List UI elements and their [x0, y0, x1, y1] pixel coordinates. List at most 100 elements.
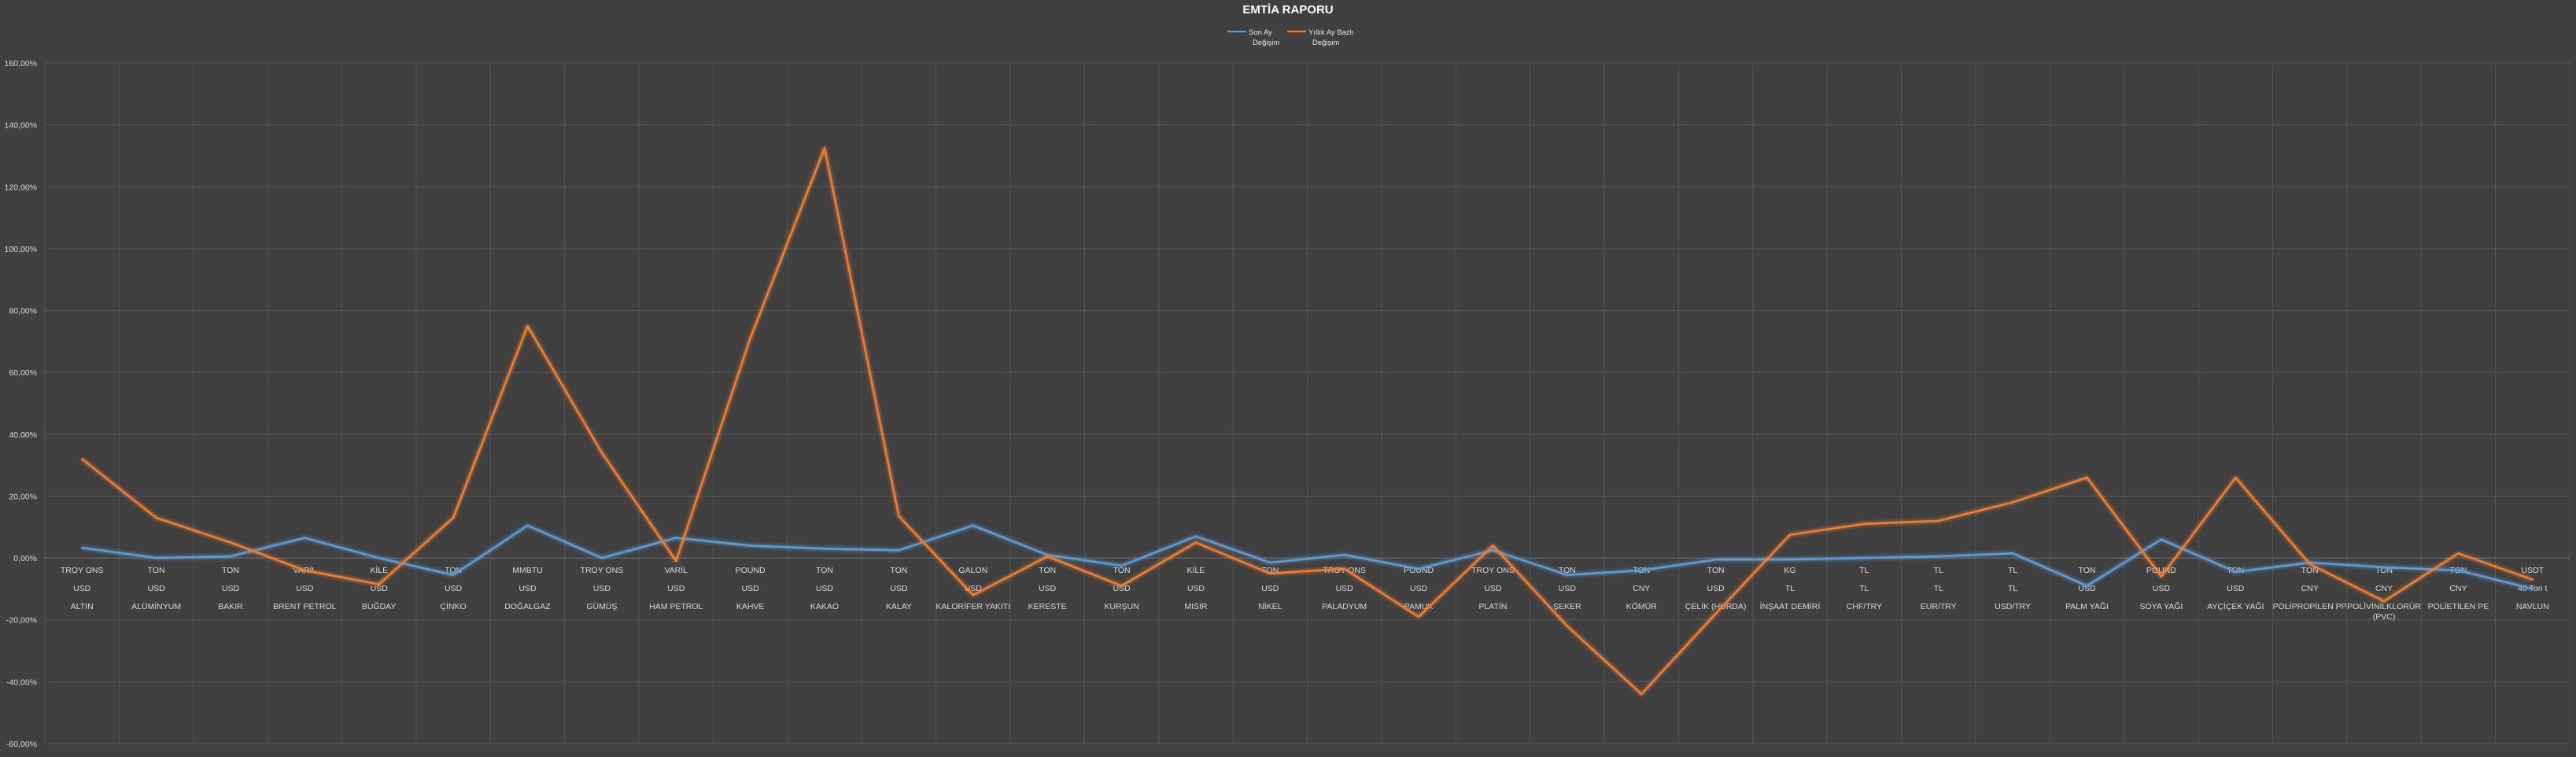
data-point [155, 516, 157, 519]
data-point [2011, 552, 2014, 555]
y-tick-label: -40,00% [6, 678, 37, 687]
category-label: TON USD ALÜMİNYUM [131, 566, 181, 611]
data-point [1640, 569, 1643, 572]
category-label: TON USD ÇELİK (HURDA) [1685, 566, 1747, 611]
category-name-label: GÜMÜŞ [586, 602, 617, 611]
data-point [2235, 571, 2237, 573]
category-currency-label: USD [296, 584, 314, 593]
category-label: TL TL USD/TRY [1995, 566, 2031, 611]
y-tick-label: -60,00% [6, 740, 37, 749]
category-name-label: KALORİFER YAKITI [936, 601, 1010, 611]
category-label: KG TL İNŞAAT DEMİRİ [1760, 566, 1821, 611]
data-point [1788, 534, 1792, 536]
category-currency-label: USD [1261, 584, 1279, 593]
data-point [2308, 563, 2311, 566]
category-unit-label: TON [1113, 566, 1131, 575]
y-axis: 160,00% 140,00% 120,00% 100,00% 80,00% 60,00%… [5, 59, 37, 749]
category-currency-label: USD [222, 584, 240, 593]
data-point [80, 546, 83, 549]
category-unit-label: GALON [958, 566, 987, 575]
category-currency-label: USD [1410, 584, 1428, 593]
data-point [378, 583, 380, 585]
category-label: TROY ONS USD PLATİN [1471, 566, 1515, 611]
category-currency-label: CNY [2301, 584, 2319, 593]
category-label: TON USD PALM YAĞI [2065, 566, 2109, 611]
data-point [675, 559, 677, 563]
category-unit-label: TON [1039, 566, 1056, 575]
y-tick-label: 20,00% [9, 492, 37, 501]
data-point [1417, 567, 1420, 571]
category-currency-label: USD [593, 584, 611, 593]
category-label: TROY ONS USD ALTIN [61, 566, 104, 611]
data-point [1863, 523, 1866, 526]
category-unit-label: USDT [2522, 566, 2545, 575]
category-name-label: KAKAO [810, 602, 839, 611]
y-tick-label: 100,00% [5, 245, 37, 254]
data-point [972, 524, 974, 527]
category-currency-label: CNY [1633, 584, 1650, 593]
category-unit-label: TROY ONS [1323, 566, 1366, 575]
category-label: TON USD KALAY [886, 566, 912, 611]
data-point [675, 537, 677, 539]
category-label: KİLE USD BUĞDAY [362, 565, 397, 611]
category-name-label: CHF/TRY [1847, 602, 1882, 611]
data-point [2457, 569, 2460, 572]
data-point [1714, 558, 1717, 561]
category-currency-label: USD [1336, 584, 1354, 593]
category-currency-label: USD [371, 584, 389, 593]
category-name-label: BRENT PETROL [273, 602, 336, 611]
category-name-label: KURŞUN [1104, 602, 1139, 611]
category-unit-label: TL [1859, 566, 1869, 575]
category-label: TON USD KURŞUN [1104, 566, 1139, 611]
data-point [2160, 575, 2163, 578]
data-point [2382, 600, 2386, 603]
category-unit-label: TON [222, 566, 239, 575]
data-point [80, 458, 83, 460]
data-point [898, 549, 900, 552]
data-point [1194, 535, 1198, 537]
category-name-label: ALÜMİNYUM [131, 601, 181, 611]
category-currency-label: USD [1707, 584, 1725, 593]
data-point [2382, 566, 2386, 569]
data-point [1417, 615, 1420, 618]
data-point [1046, 553, 1049, 556]
data-point [1492, 545, 1494, 547]
category-label: TON CNY POLİPROPİLEN PP [2273, 566, 2347, 611]
y-tick-label: 60,00% [9, 368, 37, 378]
category-currency-label: USD [1113, 584, 1131, 593]
data-point [823, 548, 826, 550]
category-name-label: BAKIR [218, 602, 243, 611]
data-point [2531, 588, 2534, 590]
category-name-label: HAM PETROL [649, 602, 703, 611]
data-point [304, 537, 306, 539]
category-label: VARİL USD HAM PETROL [649, 565, 703, 611]
category-currency-label: TL [1859, 584, 1869, 593]
category-name-label: PALM YAĞI [2065, 601, 2109, 611]
data-point [452, 516, 455, 519]
category-label: TON USD BAKIR [218, 566, 243, 611]
category-currency-label: USD [2078, 584, 2096, 593]
data-point [2457, 552, 2460, 555]
category-label: TROY ONS USD PALADYUM [1322, 566, 1367, 611]
category-currency-label: USD [816, 584, 834, 593]
category-name-label: MISIR [1184, 602, 1208, 611]
data-point [229, 541, 232, 544]
category-name-label: KERESTE [1028, 602, 1067, 611]
category-name-label: ÇELİK (HURDA) [1685, 601, 1747, 611]
category-name-label: KAHVE [736, 602, 765, 611]
data-point [823, 146, 826, 150]
category-currency-label: USD [1039, 584, 1057, 593]
legend-label: Son Ay Değişim [1249, 28, 1279, 47]
y-tick-label: 120,00% [5, 183, 37, 192]
series-lines [80, 146, 2534, 696]
category-unit-label: TON [2079, 566, 2096, 575]
data-point [2086, 585, 2088, 587]
category-name-label: ŞEKER [1553, 602, 1581, 611]
category-labels: TROY ONS USD ALTIN TON USD ALÜMİNYUM TON USD BAK… [61, 565, 2549, 622]
category-label: MMBTU USD DOĞALGAZ [504, 566, 551, 611]
category-unit-label: TON [816, 566, 833, 575]
category-name-label: POLİPROPİLEN PP [2273, 601, 2347, 611]
